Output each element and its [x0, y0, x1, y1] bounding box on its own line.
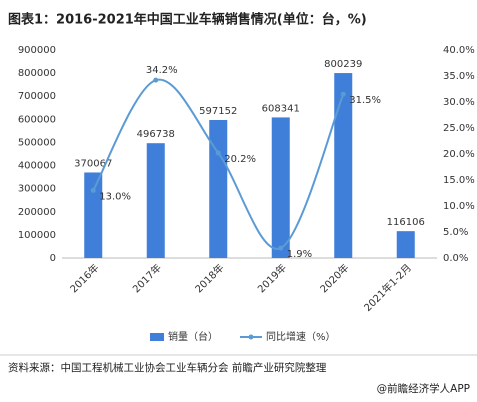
line-label: 20.2% [224, 154, 256, 165]
y2-tick-label: 40.0% [443, 45, 475, 56]
line-label: 34.2% [146, 65, 178, 76]
x-tick-label: 2021年1-2月 [361, 261, 414, 314]
y-tick-label: 700000 [18, 91, 56, 102]
y2-tick-label: 20.0% [443, 149, 475, 160]
legend-swatch [248, 334, 254, 340]
legend-label: 销量（台） [168, 330, 218, 343]
x-tick-label: 2019年 [255, 261, 289, 295]
line-point [90, 187, 96, 193]
y2-tick-label: 35.0% [443, 71, 475, 82]
y-tick-label: 800000 [18, 68, 56, 79]
y2-tick-label: 30.0% [443, 97, 475, 108]
y2-tick-label: 5.0% [443, 227, 468, 238]
y2-tick-label: 10.0% [443, 201, 475, 212]
y2-tick-label: 0.0% [443, 253, 468, 264]
legend-swatch [150, 333, 164, 341]
y2-tick-label: 25.0% [443, 123, 475, 134]
y-tick-label: 600000 [18, 114, 56, 125]
bar [271, 117, 290, 258]
y-tick-label: 200000 [18, 207, 56, 218]
x-tick-label: 2018年 [192, 261, 226, 295]
y-tick-label: 500000 [18, 137, 56, 148]
bar [84, 172, 103, 258]
line-label: 1.9% [287, 249, 312, 260]
line-label: 31.5% [349, 95, 381, 106]
bar [334, 73, 353, 258]
y-tick-label: 100000 [18, 230, 56, 241]
bar-label: 496738 [137, 129, 175, 140]
bar-label: 116106 [387, 217, 425, 228]
y2-tick-label: 15.0% [443, 175, 475, 186]
line-point [215, 150, 221, 156]
bar [396, 231, 415, 258]
y-tick-label: 400000 [18, 161, 56, 172]
line-point [278, 245, 284, 251]
bar-label: 608341 [262, 103, 300, 114]
line [92, 78, 345, 250]
x-tick-label: 2016年 [67, 261, 101, 295]
bar [209, 119, 228, 258]
bar [146, 143, 165, 258]
bar-label: 800239 [324, 59, 362, 70]
chart-title: 图表1：2016-2021年中国工业车辆销售情况(单位：台，%) [8, 12, 367, 28]
source: 资料来源：中国工程机械工业协会工业车辆分会 前瞻产业研究院整理 [8, 361, 327, 374]
line-point [153, 77, 159, 83]
x-tick-label: 2017年 [130, 261, 164, 295]
credit: @前瞻经济学人APP [377, 382, 470, 395]
y-tick-label: 900000 [18, 45, 56, 56]
y-tick-label: 0 [50, 253, 56, 264]
line-point [340, 91, 346, 97]
x-tick-label: 2020年 [317, 261, 351, 295]
y-tick-label: 300000 [18, 184, 56, 195]
bar-label: 370067 [74, 158, 112, 169]
legend-label: 同比增速（%） [266, 330, 336, 343]
line-label: 13.0% [99, 191, 131, 202]
bar-label: 597152 [199, 106, 237, 117]
